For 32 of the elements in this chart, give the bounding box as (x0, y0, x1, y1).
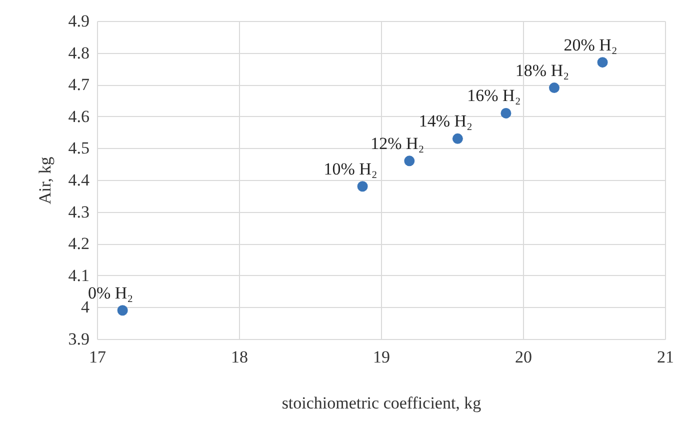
y-tick-label: 4.3 (68, 202, 90, 222)
x-tick-label: 19 (373, 348, 390, 366)
annotation: 14% H₂ (418, 112, 472, 131)
y-tick-label: 4.9 (68, 12, 90, 30)
x-axis-title: stoichiometric coefficient, kg (282, 394, 482, 412)
y-tick-label: 4.2 (68, 234, 90, 254)
y-tick-label: 4.4 (68, 170, 90, 190)
point (500, 108, 512, 118)
y-tick-label: 4 (81, 298, 90, 317)
y-axis-title: Air, kg (35, 156, 54, 204)
annotation: 10% H₂ (324, 159, 378, 178)
y-tick-label: 4.1 (68, 266, 90, 285)
x-tick-label: 20 (515, 348, 532, 366)
y-tick-label: 3.9 (68, 330, 90, 348)
annotation: 18% H₂ (515, 60, 570, 80)
point (117, 305, 128, 316)
point (452, 133, 463, 144)
annotation: 12% H₂ (370, 134, 424, 153)
y-tick-label: 4.7 (68, 75, 90, 94)
point (548, 82, 560, 94)
point (404, 156, 415, 166)
x-tick-label: 17 (89, 348, 106, 366)
x-tick-label: 21 (657, 348, 674, 366)
point (357, 181, 368, 192)
x-tick-label: 18 (231, 348, 248, 366)
annotation: 0% H₂ (88, 283, 134, 302)
y-tick-label: 4.5 (68, 138, 90, 158)
point (597, 57, 608, 68)
y-tick-label: 4.8 (68, 43, 90, 62)
annotation: 16% H₂ (467, 86, 521, 106)
y-tick-label: 4.6 (68, 106, 90, 126)
annotation: 20% H₂ (564, 35, 618, 54)
